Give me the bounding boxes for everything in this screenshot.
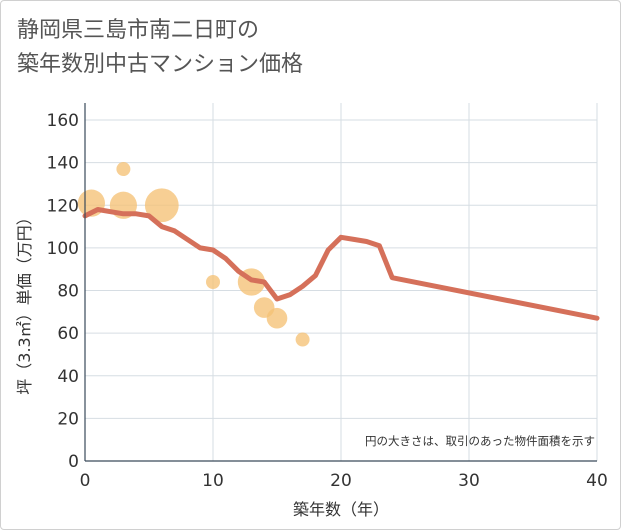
chart-title-line-2: 築年数別中古マンション価格: [17, 52, 304, 77]
y-tick-label-140: 140: [47, 154, 79, 174]
x-tick-label-0: 0: [80, 471, 91, 491]
bubble-point-7: [266, 307, 288, 329]
chart-title-line-1: 静岡県三島市南二日町の: [17, 18, 260, 43]
bubble-point-3: [144, 188, 179, 223]
x-tick-label-10: 10: [202, 471, 224, 491]
y-tick-label-120: 120: [47, 196, 79, 216]
chart-title: 静岡県三島市南二日町の 築年数別中古マンション価格: [17, 14, 303, 82]
bubble-point-4: [206, 275, 220, 289]
x-tick-label-40: 40: [586, 471, 608, 491]
y-tick-label-100: 100: [47, 239, 79, 259]
tick-labels: 0 20 40 60 80 100 120 140 160 0 10 20 30 40: [47, 111, 608, 491]
bubble-size-note: 円の大きさは、取引のあった物件面積を示す: [365, 434, 595, 448]
bubble-point-8: [295, 332, 310, 347]
price-trend-line: [82, 207, 600, 321]
y-axis-title: 坪（3.3㎡）単価（万円）: [15, 209, 34, 394]
y-tick-label-160: 160: [47, 111, 79, 131]
x-tick-label-30: 30: [458, 471, 480, 491]
axis-labels: 築年数（年） 坪（3.3㎡）単価（万円） 円の大きさは、取引のあった物件面積を示す: [15, 209, 595, 519]
bubble-point-1: [116, 162, 131, 177]
bubble-series: [77, 162, 310, 347]
y-tick-label-80: 80: [57, 282, 79, 302]
y-tick-label-60: 60: [57, 324, 79, 344]
price-trend-series: [82, 207, 600, 321]
y-tick-label-20: 20: [57, 409, 79, 429]
y-tick-label-0: 0: [68, 452, 79, 472]
axes: [84, 103, 597, 462]
y-tick-label-40: 40: [57, 367, 79, 387]
x-axis-title: 築年数（年）: [293, 500, 389, 519]
grid-lines: [85, 103, 598, 461]
x-tick-label-20: 20: [330, 471, 352, 491]
